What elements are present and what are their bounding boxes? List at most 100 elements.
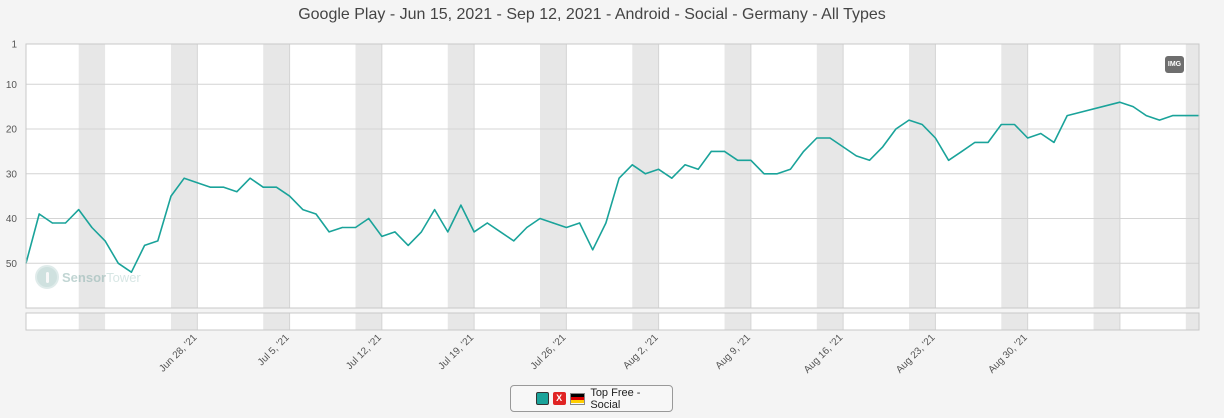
data-point [236,191,238,193]
data-point [170,195,172,197]
data-point [868,159,871,161]
data-point [618,177,620,179]
navigator-weekend-band [263,313,290,330]
data-point [947,159,950,161]
data-point [64,222,67,224]
y-tick-label: 1 [11,40,17,51]
data-point [486,222,488,224]
data-point [565,226,567,229]
y-tick-label: 30 [6,169,18,180]
series-layer [25,101,1200,274]
data-point [763,173,765,175]
weekend-band [355,44,382,308]
data-point [789,168,792,170]
sensortower-watermark: SensorTower [35,264,141,290]
weekend-band [816,44,844,308]
data-point [341,226,343,229]
y-tick-label: 20 [6,125,18,136]
legend-item-top-free-social[interactable]: X Top Free - Social [510,385,673,412]
data-point [433,208,436,211]
x-tick-label: Aug 2, '21 [621,332,661,372]
data-point [447,231,449,233]
legend-color-swatch [536,392,549,405]
data-point [578,222,581,224]
navigator-weekend-band [632,313,659,330]
data-point [921,123,923,126]
weekend-band [78,44,106,308]
data-point [262,186,264,188]
data-point [605,222,607,224]
data-point [117,262,119,264]
data-point [1172,114,1174,117]
data-point [104,240,106,242]
data-point [1132,106,1134,108]
navigator-weekend-band [540,313,567,330]
data-point [737,159,739,161]
data-point [803,150,805,152]
data-point [51,222,53,224]
image-export-button[interactable]: IMG [1165,56,1184,73]
navigator-weekend-band [816,313,844,330]
data-point [723,150,726,152]
x-tick-label: Jul 12, '21 [344,332,384,372]
data-point [895,128,897,130]
weekend-band [909,44,936,308]
navigator-weekend-band [1001,313,1028,330]
data-point [144,244,146,246]
weekend-bands [26,44,1199,330]
watermark-text: SensorTower [62,269,141,285]
data-point [302,208,304,211]
data-point [539,217,541,220]
navigator-weekend-band [78,313,106,330]
data-point [157,240,159,242]
weekend-band [447,44,475,308]
plot-frame [25,43,1200,331]
data-point [987,141,989,144]
weekend-band [170,44,198,308]
weekend-band [540,44,567,308]
y-tick-label: 10 [6,80,18,91]
data-point [750,159,752,161]
data-point [1040,132,1042,135]
data-point [855,155,857,157]
y-tick-label: 40 [6,214,18,225]
data-point [1185,114,1187,117]
germany-flag-icon [569,392,586,405]
navigator-weekend-band [447,313,475,330]
weekend-band [1093,44,1120,308]
data-point [631,164,633,166]
data-point [513,240,515,242]
data-point [710,150,712,152]
navigator-weekend-band [909,313,936,330]
navigator-weekend-band [1185,313,1199,330]
data-point [552,222,554,224]
navigator-background [26,313,1199,330]
sensortower-logo-icon [35,265,59,289]
data-point [1119,101,1121,103]
data-point [209,186,212,188]
data-point [592,249,594,251]
navigator-weekend-band [724,313,751,330]
data-point [223,186,225,188]
data-point [697,168,699,170]
data-point [1013,123,1016,126]
weekend-band [1001,44,1028,308]
weekend-band [724,44,751,308]
data-point [368,217,370,220]
data-point [644,173,647,175]
remove-series-button[interactable]: X [552,392,566,405]
data-point [1000,123,1002,126]
data-point [961,150,963,152]
x-tick-label: Aug 16, '21 [802,332,846,376]
x-tick-label: Aug 23, '21 [894,332,938,376]
x-tick-label: Jul 5, '21 [256,332,292,368]
data-point [776,173,778,175]
weekend-band [263,44,290,308]
data-point [38,213,40,215]
navigator-weekend-band [1093,313,1120,330]
data-point [420,231,422,233]
data-point [473,231,475,233]
data-point [460,204,462,206]
data-point [91,226,93,229]
